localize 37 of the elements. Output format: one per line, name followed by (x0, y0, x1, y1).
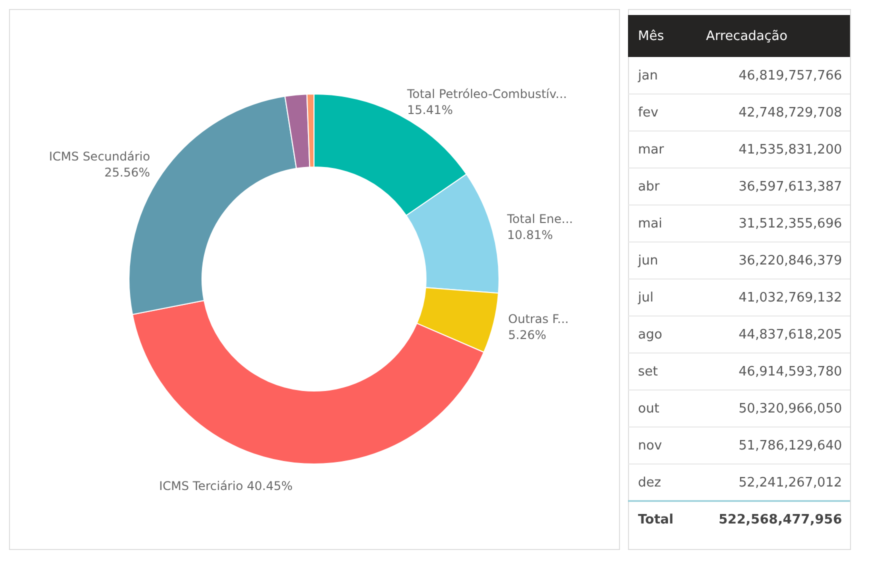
category-label: abr (638, 180, 660, 194)
data-label: 36,220,846,379 (738, 254, 842, 268)
data-label: 25.56% (104, 165, 150, 180)
data-label: 51,786,129,640 (738, 438, 842, 454)
category-label: jun (637, 254, 658, 268)
slice-label: ICMS Secundário (48, 149, 150, 164)
data-label: 42,748,729,708 (738, 106, 842, 120)
text: 522,568,477,956 (718, 512, 842, 528)
text: Total (638, 512, 674, 528)
category-label: mar (638, 142, 665, 158)
category-label: out (638, 402, 660, 416)
category-label: set (638, 364, 658, 380)
category-label: ago (638, 328, 662, 342)
data-label: 10.81% (507, 228, 553, 242)
data-label: 5.26% (508, 328, 546, 342)
category-label: jul (637, 290, 654, 306)
data-label: 44,837,618,205 (738, 328, 842, 342)
slice-label: Outras F... (508, 312, 569, 326)
category-label: mai (638, 216, 662, 232)
category-label: dez (638, 476, 662, 490)
data-label: 41,032,769,132 (738, 290, 842, 306)
data-label: 31,512,355,696 (738, 216, 842, 232)
text: Mês (638, 29, 664, 44)
data-label: 46,914,593,780 (738, 364, 842, 380)
data-label: 52,241,267,012 (738, 476, 842, 490)
category-label: jan (637, 68, 658, 84)
data-label: 46,819,757,766 (738, 68, 842, 84)
category-label: nov (638, 438, 662, 454)
text: Arrecadação (706, 29, 788, 44)
data-label: 41,535,831,200 (738, 142, 842, 158)
data-label: 15.41% (407, 102, 453, 117)
data-label: 50,320,966,050 (738, 402, 842, 416)
slice-label: Total Petróleo-Combustív... (406, 86, 567, 101)
slice-label: Total Ene... (506, 212, 573, 226)
slice-label: ICMS Terciário 40.45% (159, 478, 293, 493)
category-label: fev (638, 106, 659, 120)
data-label: 36,597,613,387 (738, 180, 842, 194)
